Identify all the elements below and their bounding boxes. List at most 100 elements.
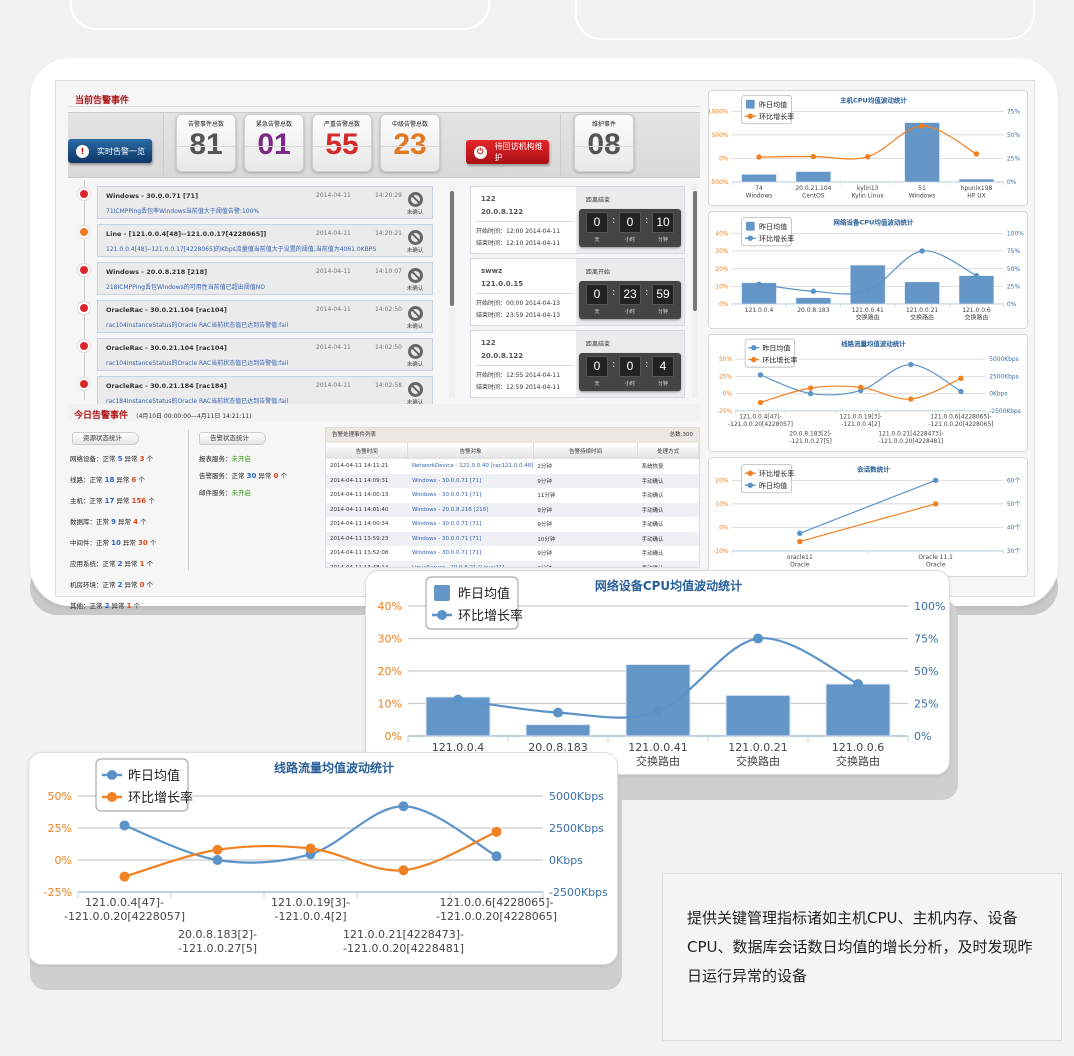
column-header-object[interactable]: 告警对象	[407, 443, 534, 459]
service-status-tab[interactable]: 告警状态统计	[199, 432, 266, 445]
confirm-button[interactable]: 未确认	[404, 306, 426, 330]
unconfirmed-icon	[407, 382, 423, 397]
ok-count[interactable]: 2	[117, 581, 123, 589]
y-right-tick-label: 75%	[1007, 108, 1021, 115]
table-row[interactable]: 2014-04-11 13:59:23 Windows - 30.0.0.71 […	[326, 531, 699, 546]
ok-count[interactable]: 17	[104, 497, 115, 505]
alarm-counter[interactable]: 严重告警总数 55	[312, 114, 372, 172]
table-row[interactable]: 2014-04-11 14:11:21 NetworkDevice - 121.0…	[326, 459, 699, 474]
ok-count[interactable]: 10	[111, 539, 121, 547]
hours-unit: 小时	[624, 381, 635, 387]
ok-count[interactable]: 30	[246, 472, 257, 480]
ok-count[interactable]: 18	[104, 476, 115, 484]
maintenance-counter[interactable]: 维护事件 08	[574, 114, 634, 172]
event-description[interactable]: 71ICMPPing丢包率Windows当前值大于阈值告警:100%	[106, 208, 260, 215]
legend-label: 环比增长率	[759, 112, 794, 121]
column-header-time[interactable]: 告警时间	[326, 443, 409, 459]
x-tick-label: 20.0.21.104	[795, 185, 831, 192]
table-row[interactable]: 2014-04-11 14:09:31 Windows - 30.0.0.71 […	[326, 473, 699, 488]
hours-unit: 小时	[624, 309, 635, 315]
resource-status-tab[interactable]: 资源状态统计	[72, 432, 139, 445]
confirm-button[interactable]: 未确认	[404, 382, 426, 406]
severity-dot	[78, 378, 90, 390]
start-time: 开始时间：12:00 2014-04-11	[476, 228, 561, 235]
table-row[interactable]: 2014-04-11 14:00:34 Windows - 30.0.0.71 […	[326, 517, 699, 532]
maintenance-button[interactable]: ⏻ 待回访机构维护	[466, 140, 549, 164]
countdown-label: 距离结束	[586, 197, 611, 204]
maintenance-countdown-card[interactable]: 122 20.0.8.122 开始时间：12:55 2014-04-11 结束时…	[470, 330, 685, 398]
bad-count[interactable]: 1	[139, 560, 145, 568]
confirm-button[interactable]: 未确认	[404, 268, 426, 292]
data-point	[757, 399, 764, 406]
device-ip: 20.0.8.122	[481, 352, 524, 360]
y-right-tick-label: 2500Kbps	[989, 374, 1018, 380]
minutes-value: 10	[652, 212, 674, 233]
y-right-tick-label: 2500Kbps	[549, 822, 604, 835]
alarm-counter[interactable]: 中级告警总数 23	[380, 114, 440, 172]
ok-count[interactable]: 5	[117, 455, 123, 463]
days-unit: 天	[594, 381, 600, 387]
ok-count[interactable]: 2	[104, 602, 110, 610]
hours-unit: 小时	[624, 237, 635, 243]
maintenance-countdown-card[interactable]: swwz 121.0.0.15 开始时间：00:00 2014-04-13 结束…	[470, 258, 685, 326]
ok-count[interactable]: 2	[117, 560, 123, 568]
column-header-method[interactable]: 处理方式	[637, 443, 699, 459]
event-status: 未确认	[406, 286, 424, 292]
y-left-tick-label: 40%	[378, 600, 402, 613]
event-description[interactable]: rac104InstanceStatus的Oracle RAC当前状态值已达到告…	[106, 322, 289, 329]
x-tick-label: -121.0.0.20[4228057]	[64, 910, 185, 923]
bad-count[interactable]: 3	[139, 455, 145, 463]
alarm-event-item[interactable]: Line - [121.0.0.4[48]--121.0.0.17[422806…	[97, 224, 433, 257]
counter-value: 55	[325, 128, 359, 161]
alarm-event-item[interactable]: OracleRac - 30.0.21.104 [rac104] rac104I…	[97, 338, 433, 371]
bad-count[interactable]: 156	[131, 497, 147, 505]
alarm-counter[interactable]: 紧急告警总数 01	[244, 114, 304, 172]
confirm-button[interactable]: 未确认	[404, 344, 426, 368]
table-row[interactable]: 2014-04-11 14:01:40 Windows - 20.0.8.218 …	[326, 502, 699, 517]
table-row[interactable]: 2014-04-11 13:48:14 LinuxServer - 20.0.8.…	[326, 560, 699, 567]
handling-method: 手动确认	[641, 551, 664, 558]
bad-count[interactable]: 0	[139, 581, 145, 589]
alarm-object: Windows - 30.0.0.71 [71]	[411, 521, 482, 528]
event-date: 2014-04-11	[316, 192, 351, 199]
realtime-alarms-button[interactable]: ! 实时告警一览	[68, 139, 152, 163]
confirm-button[interactable]: 未确认	[404, 230, 426, 254]
service-stat-row: 邮件服务：未开启	[199, 487, 251, 497]
alarm-event-item[interactable]: Windows - 20.0.8.218 [218] 218ICMPPing丢包…	[97, 262, 433, 295]
event-description[interactable]: rac184InstanceStatus的Oracle RAC当前状态值已达到告…	[106, 398, 289, 405]
event-status: 未确认	[406, 362, 424, 368]
chart-title: 主机CPU均值波动统计	[840, 96, 907, 105]
data-point	[757, 372, 764, 378]
y-left-tick-label: 50%	[48, 790, 72, 803]
bad-count[interactable]: 30	[137, 539, 148, 547]
alarm-counter[interactable]: 告警事件总数 81	[176, 114, 236, 172]
bad-count[interactable]: 4	[133, 518, 138, 526]
stat-row: 机房环境：正常 2 异常 0 个	[70, 579, 153, 589]
table-row[interactable]: 2014-04-11 13:52:08 Windows - 30.0.0.71 […	[326, 546, 699, 561]
alarm-object: Windows - 30.0.0.71 [71]	[411, 550, 482, 557]
column-header-duration[interactable]: 告警持续时间	[533, 443, 639, 459]
event-description[interactable]: 218ICMPPing丢包Windows的可用性当前值已超出阈值NO	[106, 284, 265, 291]
y-right-tick-label: 50个	[1007, 501, 1021, 508]
event-list-scrollbar[interactable]	[449, 183, 455, 398]
bad-count[interactable]: 6	[131, 476, 137, 484]
alarm-time: 2014-04-11 14:11:21	[330, 463, 389, 470]
alarm-event-item[interactable]: Windows - 30.0.0.71 [71] 71ICMPPing丢包率Wi…	[97, 186, 433, 219]
maintenance-countdown-card[interactable]: 122 20.0.8.122 开始时间：12:00 2014-04-11 结束时…	[470, 186, 685, 254]
table-row[interactable]: 2014-04-11 14:00:13 Windows - 30.0.0.71 […	[326, 488, 699, 503]
bar	[525, 724, 591, 737]
ok-count[interactable]: 9	[111, 518, 116, 526]
y-right-tick-label: 25%	[1007, 156, 1021, 163]
alarm-handling-table: 告警处理事件列表 总数:300 告警时间 告警对象 告警持续时间 处理方式 20…	[325, 427, 700, 568]
start-time: 开始时间：00:00 2014-04-13	[476, 300, 561, 307]
maintenance-list-scrollbar[interactable]	[692, 183, 698, 398]
alarm-event-item[interactable]: OracleRac - 30.0.21.104 [rac104] rac104I…	[97, 300, 433, 333]
event-description[interactable]: rac104InstanceStatus的Oracle RAC当前状态值已达到告…	[106, 360, 289, 367]
confirm-button[interactable]: 未确认	[404, 192, 426, 216]
event-description[interactable]: 121.0.0.4[48]--121.0.0.17[4228065]的Kbps流…	[106, 246, 376, 253]
bad-count[interactable]: 0	[273, 472, 279, 480]
device-name: swwz	[481, 267, 503, 275]
x-tick-label: 交换路由	[836, 754, 880, 768]
bad-count[interactable]: 1	[126, 602, 132, 610]
alarm-event-item[interactable]: OracleRac - 30.0.21.184 [rac184] rac184I…	[97, 376, 433, 409]
